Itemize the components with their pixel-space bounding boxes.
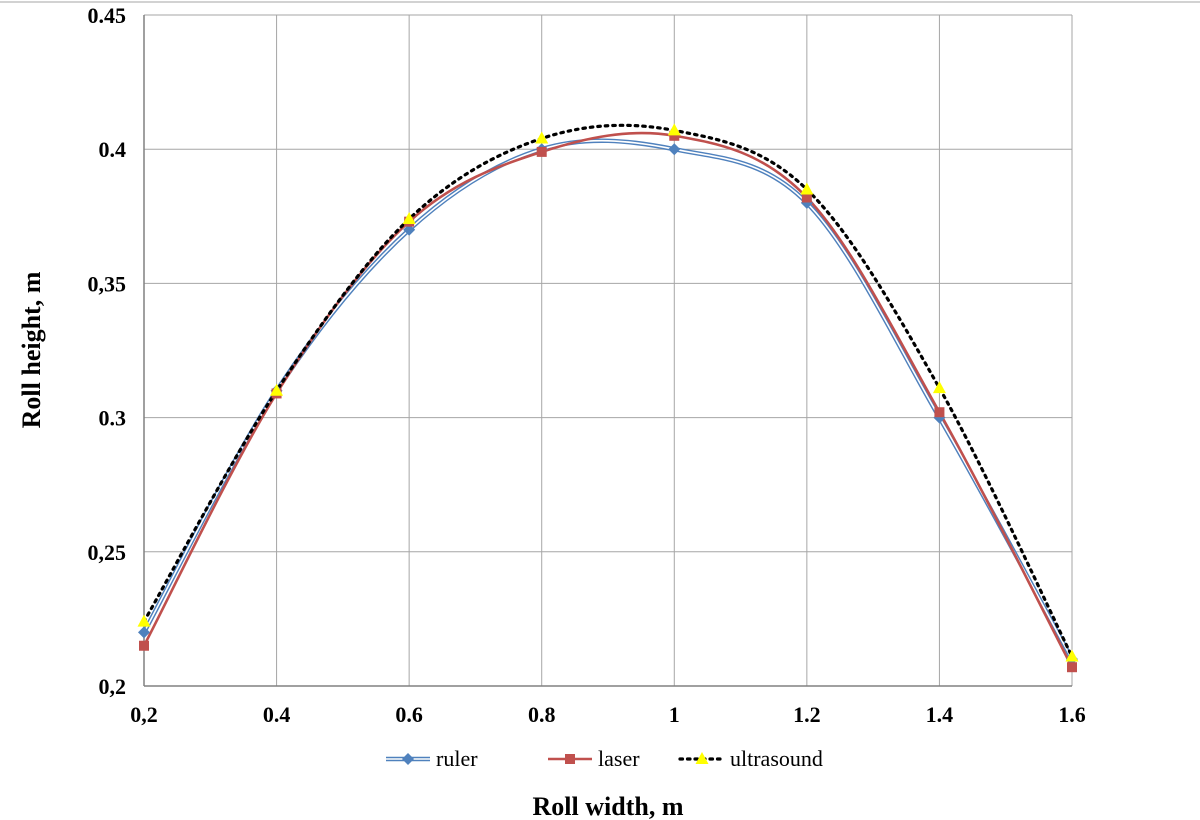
y-tick-label: 0.4 — [99, 137, 127, 162]
legend-label-ruler: ruler — [436, 746, 478, 771]
data-point-ultrasound — [402, 211, 416, 224]
x-axis-title: Roll width, m — [533, 792, 684, 820]
y-tick-labels: 0,2 0,25 0.3 0,35 0.4 0.45 — [88, 3, 127, 699]
data-point-laser — [801, 192, 812, 203]
data-point-laser — [1067, 662, 1077, 673]
x-tick-label: 1 — [669, 702, 680, 727]
data-point-ultrasound — [535, 131, 549, 144]
x-tick-label: 1.6 — [1058, 702, 1086, 727]
series-line-laser — [142, 131, 1074, 668]
grid — [143, 14, 1073, 687]
x-tick-label: 0.4 — [263, 702, 291, 727]
legend: ruler laser ultrasound — [386, 746, 823, 771]
x-tick-label: 1.4 — [926, 702, 954, 727]
data-point-laser — [536, 146, 547, 157]
legend-item-ruler: ruler — [386, 746, 478, 771]
legend-marker-laser — [565, 754, 575, 764]
data-point-ultrasound — [800, 182, 814, 195]
data-point-ruler — [668, 143, 681, 156]
data-point-laser — [669, 130, 680, 141]
series-lines — [142, 123, 1074, 668]
x-tick-label: 0.8 — [528, 702, 556, 727]
data-point-ultrasound — [932, 381, 946, 394]
y-axis-title: Roll height, m — [17, 271, 46, 428]
x-tick-label: 1.2 — [793, 702, 821, 727]
x-tick-label: 0.6 — [395, 702, 423, 727]
legend-label-ultrasound: ultrasound — [730, 746, 823, 771]
legend-item-ultrasound: ultrasound — [678, 746, 823, 771]
data-point-ruler — [138, 626, 150, 639]
data-point-ultrasound — [270, 383, 284, 396]
y-tick-label: 0,25 — [88, 540, 127, 565]
legend-marker-ultrasound — [695, 752, 709, 764]
data-point-ultrasound — [667, 123, 681, 136]
y-tick-label: 0.3 — [99, 406, 127, 431]
x-tick-label: 0,2 — [130, 702, 158, 727]
legend-marker-ruler — [402, 753, 414, 765]
data-point-laser — [139, 640, 149, 651]
legend-item-laser: laser — [548, 746, 640, 771]
y-tick-label: 0,35 — [88, 271, 127, 296]
data-point-ultrasound — [1065, 649, 1079, 662]
data-point-ultrasound — [137, 614, 151, 627]
data-point-laser — [934, 407, 945, 418]
legend-label-laser: laser — [598, 746, 640, 771]
axes — [143, 15, 1072, 687]
y-tick-label: 0,2 — [99, 674, 127, 699]
series-markers — [137, 123, 1079, 673]
x-tick-labels: 0,2 0.4 0.6 0.8 1 1.2 1.4 1.6 — [130, 702, 1086, 727]
series-line-ultrasound — [142, 123, 1074, 659]
data-point-ruler — [403, 223, 416, 236]
y-tick-label: 0.45 — [88, 3, 127, 28]
